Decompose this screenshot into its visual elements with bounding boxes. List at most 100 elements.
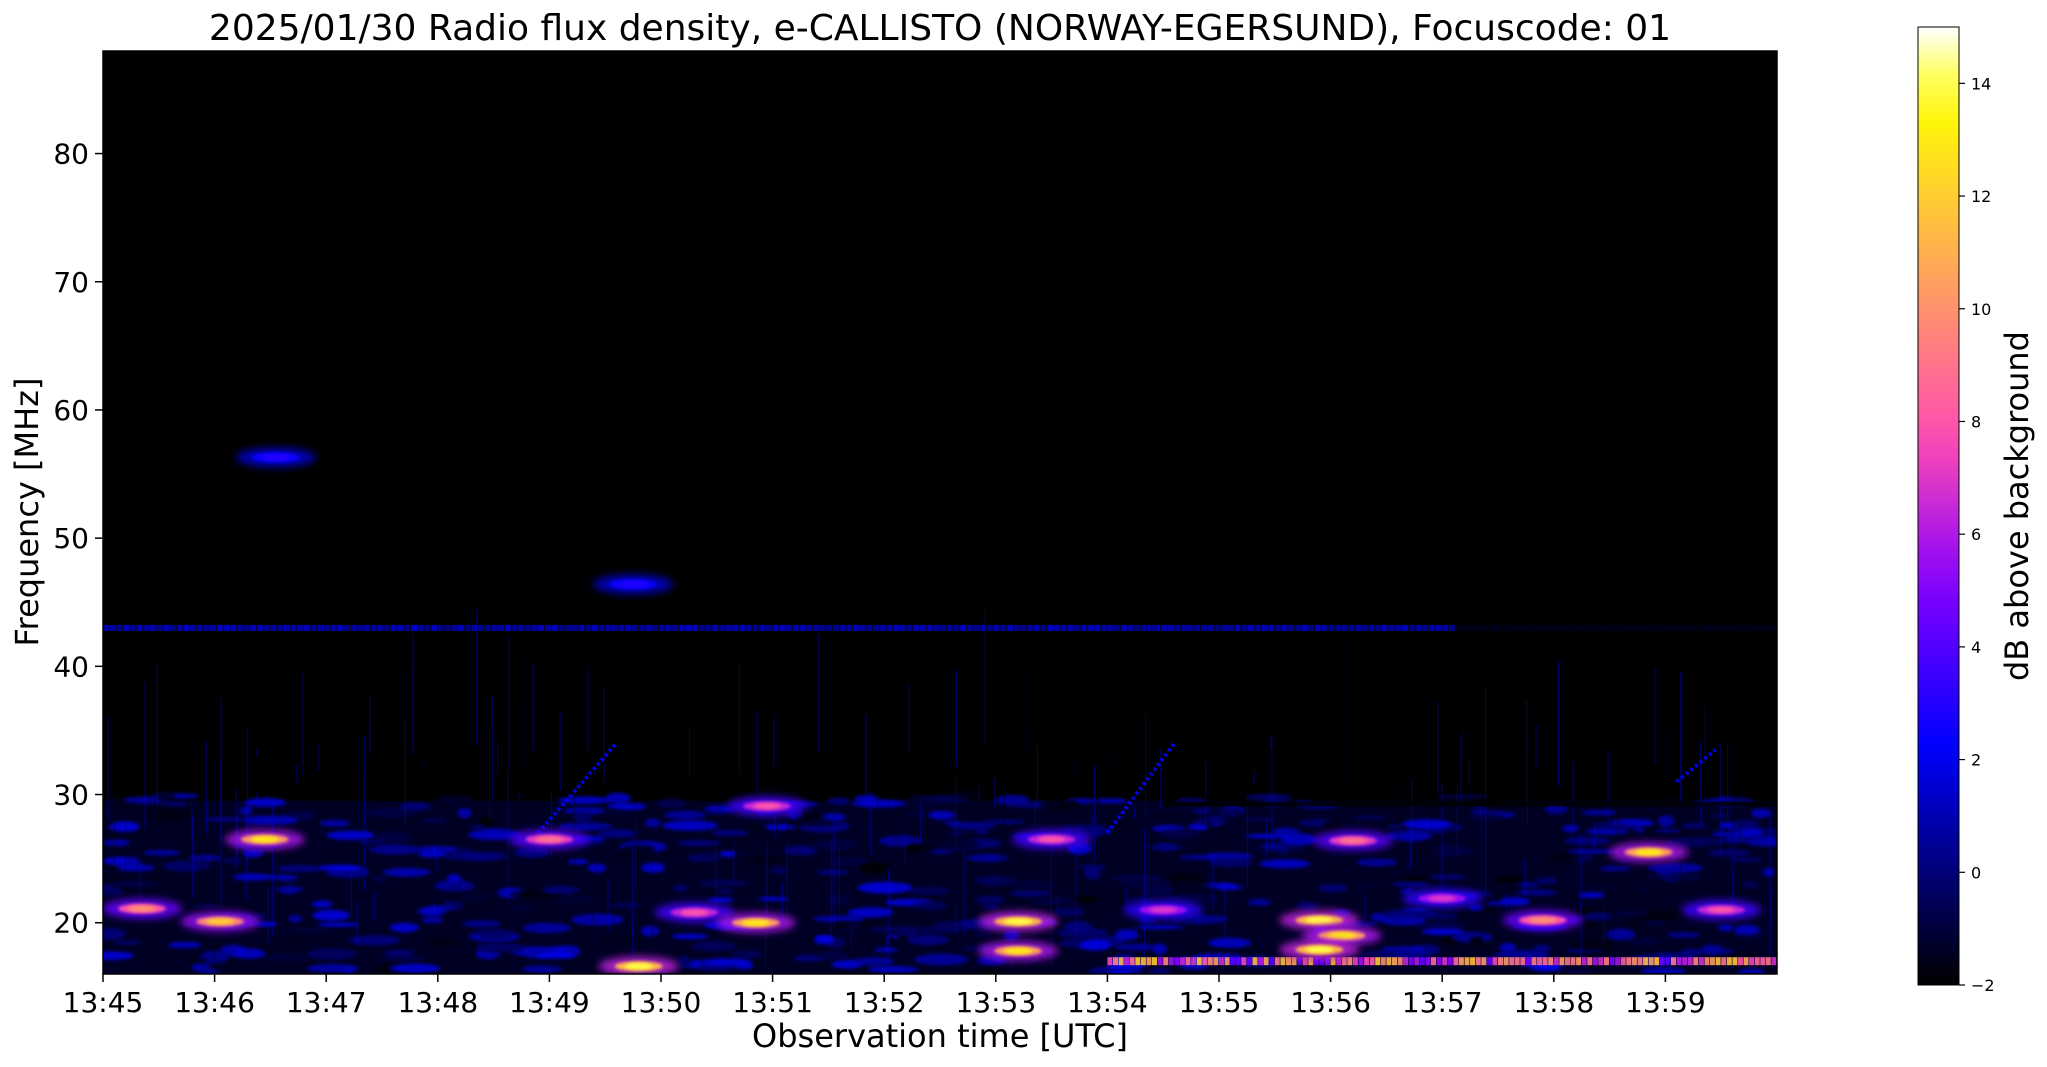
noise-patch	[786, 820, 839, 827]
noise-patch	[1209, 858, 1253, 868]
noise-patch	[1745, 836, 1777, 847]
rfi-segment	[1770, 624, 1777, 631]
low-band-emission	[1258, 957, 1264, 966]
rfi-segment	[1388, 624, 1395, 631]
rfi-segment	[1361, 624, 1368, 631]
drift-burst	[1105, 742, 1176, 835]
x-tick-label: 13:45	[63, 986, 144, 1019]
rfi-segment	[1020, 624, 1027, 631]
low-band-emission	[1587, 957, 1593, 966]
rfi-segment	[183, 624, 190, 631]
rfi-segment	[558, 624, 565, 631]
rfi-segment	[826, 624, 833, 631]
noise-patch	[698, 879, 748, 887]
x-tick-label: 13:52	[844, 986, 925, 1019]
noise-patch	[1401, 819, 1451, 829]
low-band-emission	[1659, 957, 1665, 966]
noise-patch	[1092, 855, 1115, 862]
noise-patch	[477, 943, 527, 954]
noise-patch	[847, 907, 894, 918]
rfi-segment	[431, 624, 438, 631]
rfi-segment	[1422, 624, 1429, 631]
rfi-segment	[243, 624, 250, 631]
noise-patch	[1554, 969, 1596, 974]
rfi-segment	[1248, 624, 1254, 631]
rfi-segment	[1268, 624, 1275, 631]
noise-patch	[820, 813, 846, 822]
rfi-segment	[1107, 624, 1114, 631]
drift-burst	[1675, 748, 1717, 784]
rfi-segment	[1549, 624, 1556, 631]
noise-patch	[1516, 882, 1540, 887]
noise-patch	[830, 920, 877, 927]
noise-patch	[1382, 909, 1438, 920]
noise-patch	[607, 803, 647, 811]
rfi-segment	[1408, 624, 1415, 631]
noise-patch	[707, 897, 734, 903]
noise-patch	[311, 900, 333, 908]
noise-patch	[672, 884, 688, 892]
rfi-segment	[899, 624, 906, 631]
noise-patch	[930, 848, 951, 855]
noise-patch	[907, 934, 949, 946]
rfi-segment	[223, 624, 230, 631]
y-axis: 20 30 40 50 60 70 80	[53, 138, 103, 940]
noise-patch	[106, 881, 157, 886]
noise-patch	[384, 949, 415, 957]
low-band-emission	[1704, 957, 1710, 966]
rfi-segment	[913, 624, 920, 631]
x-tick-label: 13:53	[955, 986, 1036, 1019]
noise-patch	[193, 903, 222, 909]
noise-patch	[368, 844, 421, 855]
rfi-segment	[1120, 624, 1127, 631]
rfi-segment	[190, 624, 196, 631]
rfi-segment	[719, 624, 725, 631]
rfi-segment	[156, 624, 163, 631]
noise-patch	[1581, 810, 1617, 816]
drift-burst	[536, 741, 618, 835]
rfi-segment	[538, 624, 545, 631]
dark-band-29mhz	[1163, 801, 1777, 807]
noise-patch	[1733, 924, 1759, 935]
noise-patch	[1259, 859, 1311, 869]
rfi-segment	[1690, 624, 1696, 631]
rfi-segment	[1763, 624, 1770, 631]
rfi-segment	[1027, 624, 1033, 631]
rfi-segment	[853, 624, 859, 631]
noise-patch	[148, 807, 173, 812]
noise-patch	[316, 922, 360, 927]
low-band-emission	[1341, 957, 1347, 966]
noise-patch	[326, 830, 376, 840]
colorbar-tick-label: 6	[1971, 525, 1981, 544]
rfi-segment	[344, 624, 351, 631]
low-band-emission	[1302, 957, 1308, 966]
rfi-segment	[1368, 624, 1375, 631]
noise-patch	[109, 821, 140, 832]
low-band-emission	[1604, 957, 1609, 966]
noise-patch	[1680, 823, 1708, 829]
emission-blob	[978, 911, 1059, 932]
rfi-segment	[129, 624, 136, 631]
noise-patch	[750, 824, 767, 835]
noise-patch	[1114, 929, 1140, 941]
noise-patch	[1499, 942, 1516, 953]
noise-patch	[233, 873, 271, 881]
low-band-emission	[1609, 957, 1615, 966]
low-band-emission	[1219, 957, 1224, 966]
rfi-segment	[1643, 624, 1650, 631]
rfi-segment	[658, 624, 665, 631]
low-band-emission	[1369, 957, 1375, 966]
rfi-segment	[1301, 624, 1308, 631]
noise-patch	[103, 878, 122, 883]
noise-patch	[462, 920, 501, 928]
chart-title: 2025/01/30 Radio flux density, e-CALLIST…	[209, 8, 1671, 49]
rfi-segment	[598, 624, 605, 631]
colorbar-gradient	[1917, 26, 1960, 986]
rfi-segment	[1114, 624, 1121, 631]
rfi-segment	[993, 624, 1000, 631]
y-tick-label: 30	[53, 779, 89, 812]
rfi-segment	[250, 624, 257, 631]
noise-patch	[1400, 888, 1415, 894]
rfi-segment	[966, 624, 973, 631]
noise-patch	[1108, 970, 1133, 974]
